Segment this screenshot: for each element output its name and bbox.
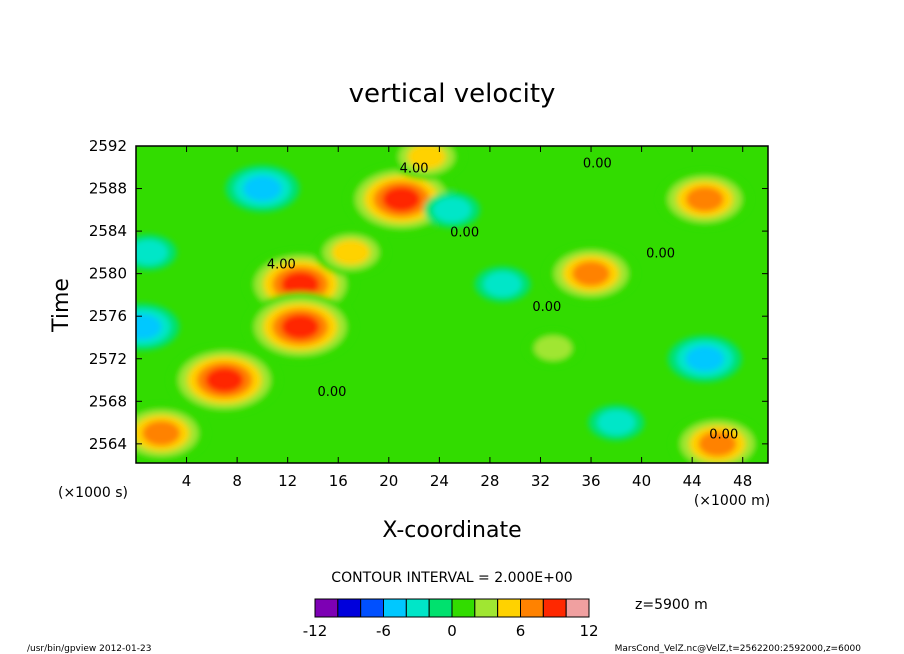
x-axis: 4 8 12 16 20 24 28 32 36 40 44 48 xyxy=(182,146,752,490)
field-contour-band xyxy=(243,176,282,202)
chart-title: vertical velocity xyxy=(349,79,556,109)
colorbar-swatch xyxy=(474,598,499,618)
x-tick-label: 44 xyxy=(683,472,702,490)
field-contour-band xyxy=(685,186,724,212)
y-tick-label: 2564 xyxy=(89,435,127,453)
level-text: z=5900 m xyxy=(635,597,708,613)
field-feature xyxy=(658,170,751,229)
field-feature xyxy=(474,266,531,303)
y-axis-unit: (×1000 s) xyxy=(58,485,128,501)
x-tick-label: 24 xyxy=(430,472,449,490)
colorbar-swatch xyxy=(497,598,521,618)
colorbar-label: -6 xyxy=(376,622,391,640)
field-feature xyxy=(545,244,638,303)
field-feature xyxy=(313,228,388,276)
x-axis-label: X-coordinate xyxy=(382,518,521,543)
x-tick-label: 16 xyxy=(329,472,348,490)
y-tick-label: 2584 xyxy=(89,222,127,240)
x-tick-label: 28 xyxy=(480,472,499,490)
contour-label: 0.00 xyxy=(450,225,479,240)
field-feature xyxy=(245,292,356,362)
field-feature xyxy=(424,191,480,228)
field-contour-band xyxy=(382,186,421,212)
contour-labels: 4.00 4.00 0.00 0.00 0.00 0.00 0.00 0.00 xyxy=(267,156,738,442)
field-contour-band xyxy=(685,346,724,372)
field-contour-band xyxy=(572,261,611,287)
field-feature xyxy=(169,345,280,415)
colorbar-swatch xyxy=(520,598,544,618)
colorbar-label: -12 xyxy=(303,622,328,640)
colorbar-swatch xyxy=(405,598,430,618)
field-contour-band xyxy=(597,410,636,436)
colorbar-swatch xyxy=(360,598,384,618)
field-feature xyxy=(525,330,582,367)
x-tick-label: 8 xyxy=(232,472,242,490)
colorbar-label: 12 xyxy=(579,622,598,640)
field-feature xyxy=(136,303,180,351)
field-feature xyxy=(225,165,300,213)
plot-frame xyxy=(135,145,769,464)
contour-label: 0.00 xyxy=(646,247,675,262)
field-contour-band xyxy=(281,314,320,340)
x-tick-label: 20 xyxy=(379,472,398,490)
plot-area: 4.004.000.000.000.000.000.000.00 4 8 12 16 2… xyxy=(89,137,769,490)
colorbar-swatch xyxy=(451,598,476,618)
colorbar-swatch xyxy=(337,598,362,618)
contour-label: 0.00 xyxy=(532,300,561,315)
field-contour-band xyxy=(281,271,320,297)
y-tick-label: 2592 xyxy=(89,137,127,155)
field-contour-band xyxy=(433,197,471,223)
contour-label: 4.00 xyxy=(400,162,429,177)
colorbar: -12 -6 0 6 12 xyxy=(303,598,599,640)
x-tick-label: 36 xyxy=(581,472,600,490)
footer-left: /usr/bin/gpview 2012-01-23 xyxy=(27,644,151,654)
colorbar-swatch xyxy=(428,598,453,618)
x-tick-label: 40 xyxy=(632,472,651,490)
field-feature xyxy=(389,146,464,181)
field-contour-band xyxy=(205,367,244,393)
field-contour-band xyxy=(407,146,446,170)
colorbar-swatch xyxy=(565,598,590,618)
contour-label: 0.00 xyxy=(583,156,612,171)
y-tick-label: 2572 xyxy=(89,350,127,368)
y-tick-label: 2580 xyxy=(89,265,127,283)
x-tick-label: 12 xyxy=(278,472,297,490)
footer-right: MarsCond_VelZ.nc@VelZ,t=2562200:2592000,… xyxy=(615,644,862,654)
field-feature xyxy=(667,335,742,383)
y-axis: 2564 2568 2572 2576 2580 2584 2588 2592 xyxy=(89,137,768,453)
y-axis-label: Time xyxy=(49,278,74,333)
x-tick-label: 4 xyxy=(182,472,192,490)
contour-label: 0.00 xyxy=(709,428,738,443)
field-contour-band xyxy=(483,271,522,297)
field-feature xyxy=(588,404,645,441)
contour-label: 4.00 xyxy=(267,257,296,272)
field-contour-band xyxy=(534,335,573,361)
y-tick-label: 2568 xyxy=(89,392,127,410)
x-tick-label: 32 xyxy=(531,472,550,490)
field-contour-band xyxy=(136,314,162,340)
contour-interval-text: CONTOUR INTERVAL = 2.000E+00 xyxy=(331,570,572,586)
field-contour-band xyxy=(136,239,168,265)
x-tick-label: 48 xyxy=(733,472,752,490)
colorbar-label: 0 xyxy=(447,622,457,640)
colorbar-label: 6 xyxy=(516,622,526,640)
field-contour-band xyxy=(698,431,737,457)
field-contour-band xyxy=(331,239,370,265)
y-tick-label: 2588 xyxy=(89,180,127,198)
contour-label: 0.00 xyxy=(317,385,346,400)
x-axis-unit: (×1000 m) xyxy=(694,493,770,509)
y-tick-label: 2576 xyxy=(89,307,127,325)
colorbar-swatch xyxy=(314,598,339,618)
field-feature xyxy=(136,234,177,271)
field-feature xyxy=(671,414,764,463)
field-features xyxy=(136,146,764,463)
field-contour-band xyxy=(142,420,181,446)
field-feature xyxy=(136,404,208,463)
colorbar-swatch xyxy=(383,598,407,618)
colorbar-swatch xyxy=(542,598,567,618)
